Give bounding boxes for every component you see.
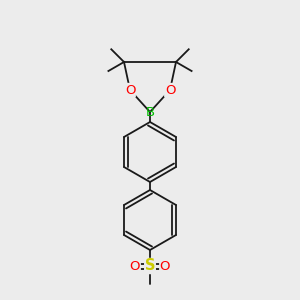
Text: O: O [130,260,140,272]
Text: O: O [125,83,135,97]
Text: O: O [165,83,175,97]
Text: S: S [145,259,155,274]
Text: O: O [160,260,170,272]
Text: B: B [146,106,154,118]
